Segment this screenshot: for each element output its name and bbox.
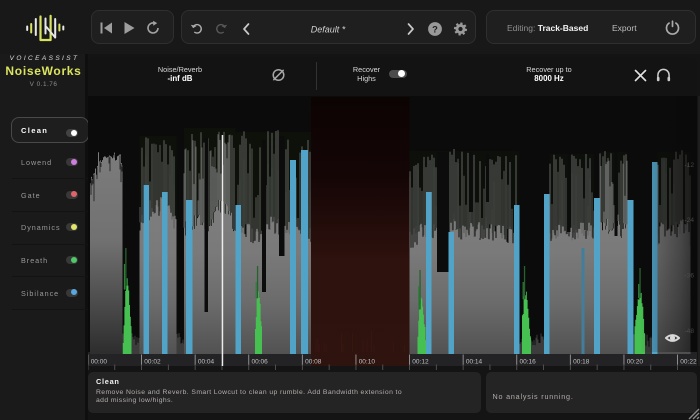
svg-text:00:20: 00:20 (627, 359, 644, 366)
svg-text:00:22: 00:22 (680, 359, 697, 366)
svg-text:00:04: 00:04 (198, 359, 215, 366)
svg-text:00:10: 00:10 (359, 359, 376, 366)
svg-text:00:12: 00:12 (412, 359, 429, 366)
svg-text:Default *: Default * (311, 24, 346, 34)
svg-text:?: ? (432, 23, 438, 34)
svg-text:00:18: 00:18 (573, 359, 590, 366)
svg-text:00:06: 00:06 (252, 359, 269, 366)
svg-text:00:08: 00:08 (305, 359, 322, 366)
svg-text:00:02: 00:02 (144, 359, 161, 366)
svg-text:00:00: 00:00 (91, 359, 108, 366)
svg-text:00:14: 00:14 (466, 359, 483, 366)
svg-text:00:16: 00:16 (520, 359, 537, 366)
